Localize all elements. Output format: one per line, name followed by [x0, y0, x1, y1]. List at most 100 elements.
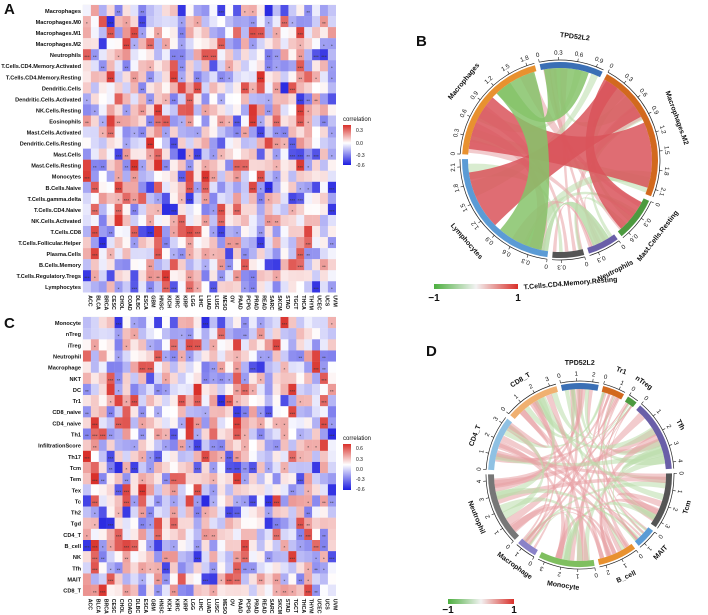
heatmap-cell	[320, 562, 329, 574]
column-label: HNSC	[158, 599, 164, 614]
significance-mark: *	[181, 423, 183, 427]
significance-mark: ***	[266, 187, 272, 191]
column-label: LUAD	[205, 599, 211, 614]
heatmap-cell	[280, 82, 289, 94]
heatmap-cell	[83, 93, 92, 105]
heatmap-cell	[256, 93, 265, 105]
heatmap-cell	[90, 148, 99, 160]
significance-mark: **	[330, 243, 334, 247]
column-label: CHOL	[118, 599, 124, 615]
significance-mark: ***	[274, 535, 280, 539]
significance-mark: ***	[250, 33, 256, 37]
heatmap-cell	[304, 495, 313, 507]
heatmap-cell	[90, 115, 99, 127]
heatmap-cell	[248, 383, 257, 396]
significance-mark: *	[110, 254, 112, 258]
heatmap-cell	[241, 528, 250, 541]
heatmap-cell	[320, 573, 329, 585]
heatmap-cell	[304, 181, 313, 194]
heatmap-cell	[225, 473, 234, 485]
heatmap-cell	[256, 259, 265, 271]
heatmap-cell	[90, 203, 99, 216]
heatmap-cell	[106, 203, 115, 216]
significance-mark: **	[188, 243, 192, 247]
heatmap-cell	[256, 126, 265, 138]
sector-tick-label: 0	[593, 571, 598, 579]
heatmap-cell	[241, 517, 250, 530]
heatmap-cell	[177, 248, 186, 260]
heatmap-cell	[90, 192, 99, 205]
heatmap-cell	[122, 148, 131, 160]
significance-mark: *	[284, 423, 286, 427]
heatmap-cell	[106, 473, 115, 485]
significance-mark: *	[118, 287, 120, 291]
sector-label: Mast.Cells.Resting	[636, 210, 680, 263]
heatmap-cell	[320, 361, 329, 373]
sector-tick-label: 1	[645, 545, 653, 553]
significance-mark: *	[220, 154, 222, 158]
heatmap-cell	[312, 49, 321, 61]
heatmap-cell	[106, 461, 115, 474]
heatmap-cell	[185, 361, 194, 373]
heatmap-cell	[209, 573, 218, 585]
heatmap-cell	[288, 259, 297, 271]
heatmap-cell	[288, 461, 297, 474]
heatmap-cell	[162, 137, 171, 149]
row-label: Tr1	[73, 399, 81, 405]
heatmap-cell	[138, 406, 147, 418]
heatmap-cell	[272, 517, 281, 530]
heatmap-cell	[304, 248, 313, 260]
heatmap-cell	[146, 350, 155, 362]
sector-tick	[525, 62, 528, 66]
heatmap-cell	[98, 361, 107, 373]
sector-label: Tcm	[682, 500, 693, 515]
heatmap-cell	[217, 350, 226, 362]
chord-ribbon	[529, 401, 589, 561]
heatmap-cell	[327, 38, 336, 50]
heatmap-cell	[146, 82, 155, 94]
heatmap-cell	[122, 317, 131, 329]
sector-tick-label: 0.9	[469, 90, 480, 102]
heatmap-cell	[169, 214, 178, 227]
heatmap-cell	[327, 49, 336, 61]
heatmap-cell	[154, 428, 163, 440]
significance-mark: **	[196, 423, 200, 427]
heatmap-cell	[256, 562, 265, 574]
heatmap-cell	[320, 115, 329, 127]
sector-tick	[660, 522, 664, 525]
heatmap-cell	[162, 540, 171, 552]
heatmap-cell	[138, 562, 147, 574]
heatmap-cell	[248, 237, 257, 249]
sector-tick	[477, 97, 481, 101]
chord-ribbon	[523, 392, 606, 439]
significance-mark: *	[149, 456, 151, 460]
row-label: Macrophages.M1	[36, 31, 81, 37]
row-label: Mast.Cells.Resting	[31, 164, 81, 170]
sector-tick	[636, 550, 639, 553]
heatmap-cell	[193, 484, 202, 496]
significance-mark: ***	[274, 501, 280, 505]
heatmap-cell	[248, 126, 257, 138]
significance-mark: ***	[242, 557, 248, 561]
heatmap-cell	[130, 148, 139, 160]
heatmap-cell	[320, 93, 329, 105]
sector-tick-label: 0.3	[554, 50, 563, 57]
heatmap-cell	[320, 317, 329, 329]
heatmap-cell	[185, 115, 194, 127]
heatmap-cell	[312, 573, 321, 585]
row-label: B.Cells.Memory	[39, 263, 82, 269]
significance-mark: ***	[92, 568, 98, 572]
heatmap-cell	[217, 495, 226, 507]
column-label: THCA	[300, 599, 306, 614]
heatmap-cell	[193, 395, 202, 407]
heatmap-cell	[122, 181, 131, 194]
heatmap-cell	[248, 484, 257, 496]
significance-mark: **	[219, 378, 223, 382]
heatmap-cell	[138, 473, 147, 485]
heatmap-cell	[138, 339, 147, 351]
heatmap-cell	[327, 226, 336, 238]
heatmap-cell	[201, 361, 210, 373]
significance-mark: ***	[108, 523, 114, 527]
sector-tick	[542, 561, 545, 565]
heatmap-cell	[296, 192, 305, 205]
